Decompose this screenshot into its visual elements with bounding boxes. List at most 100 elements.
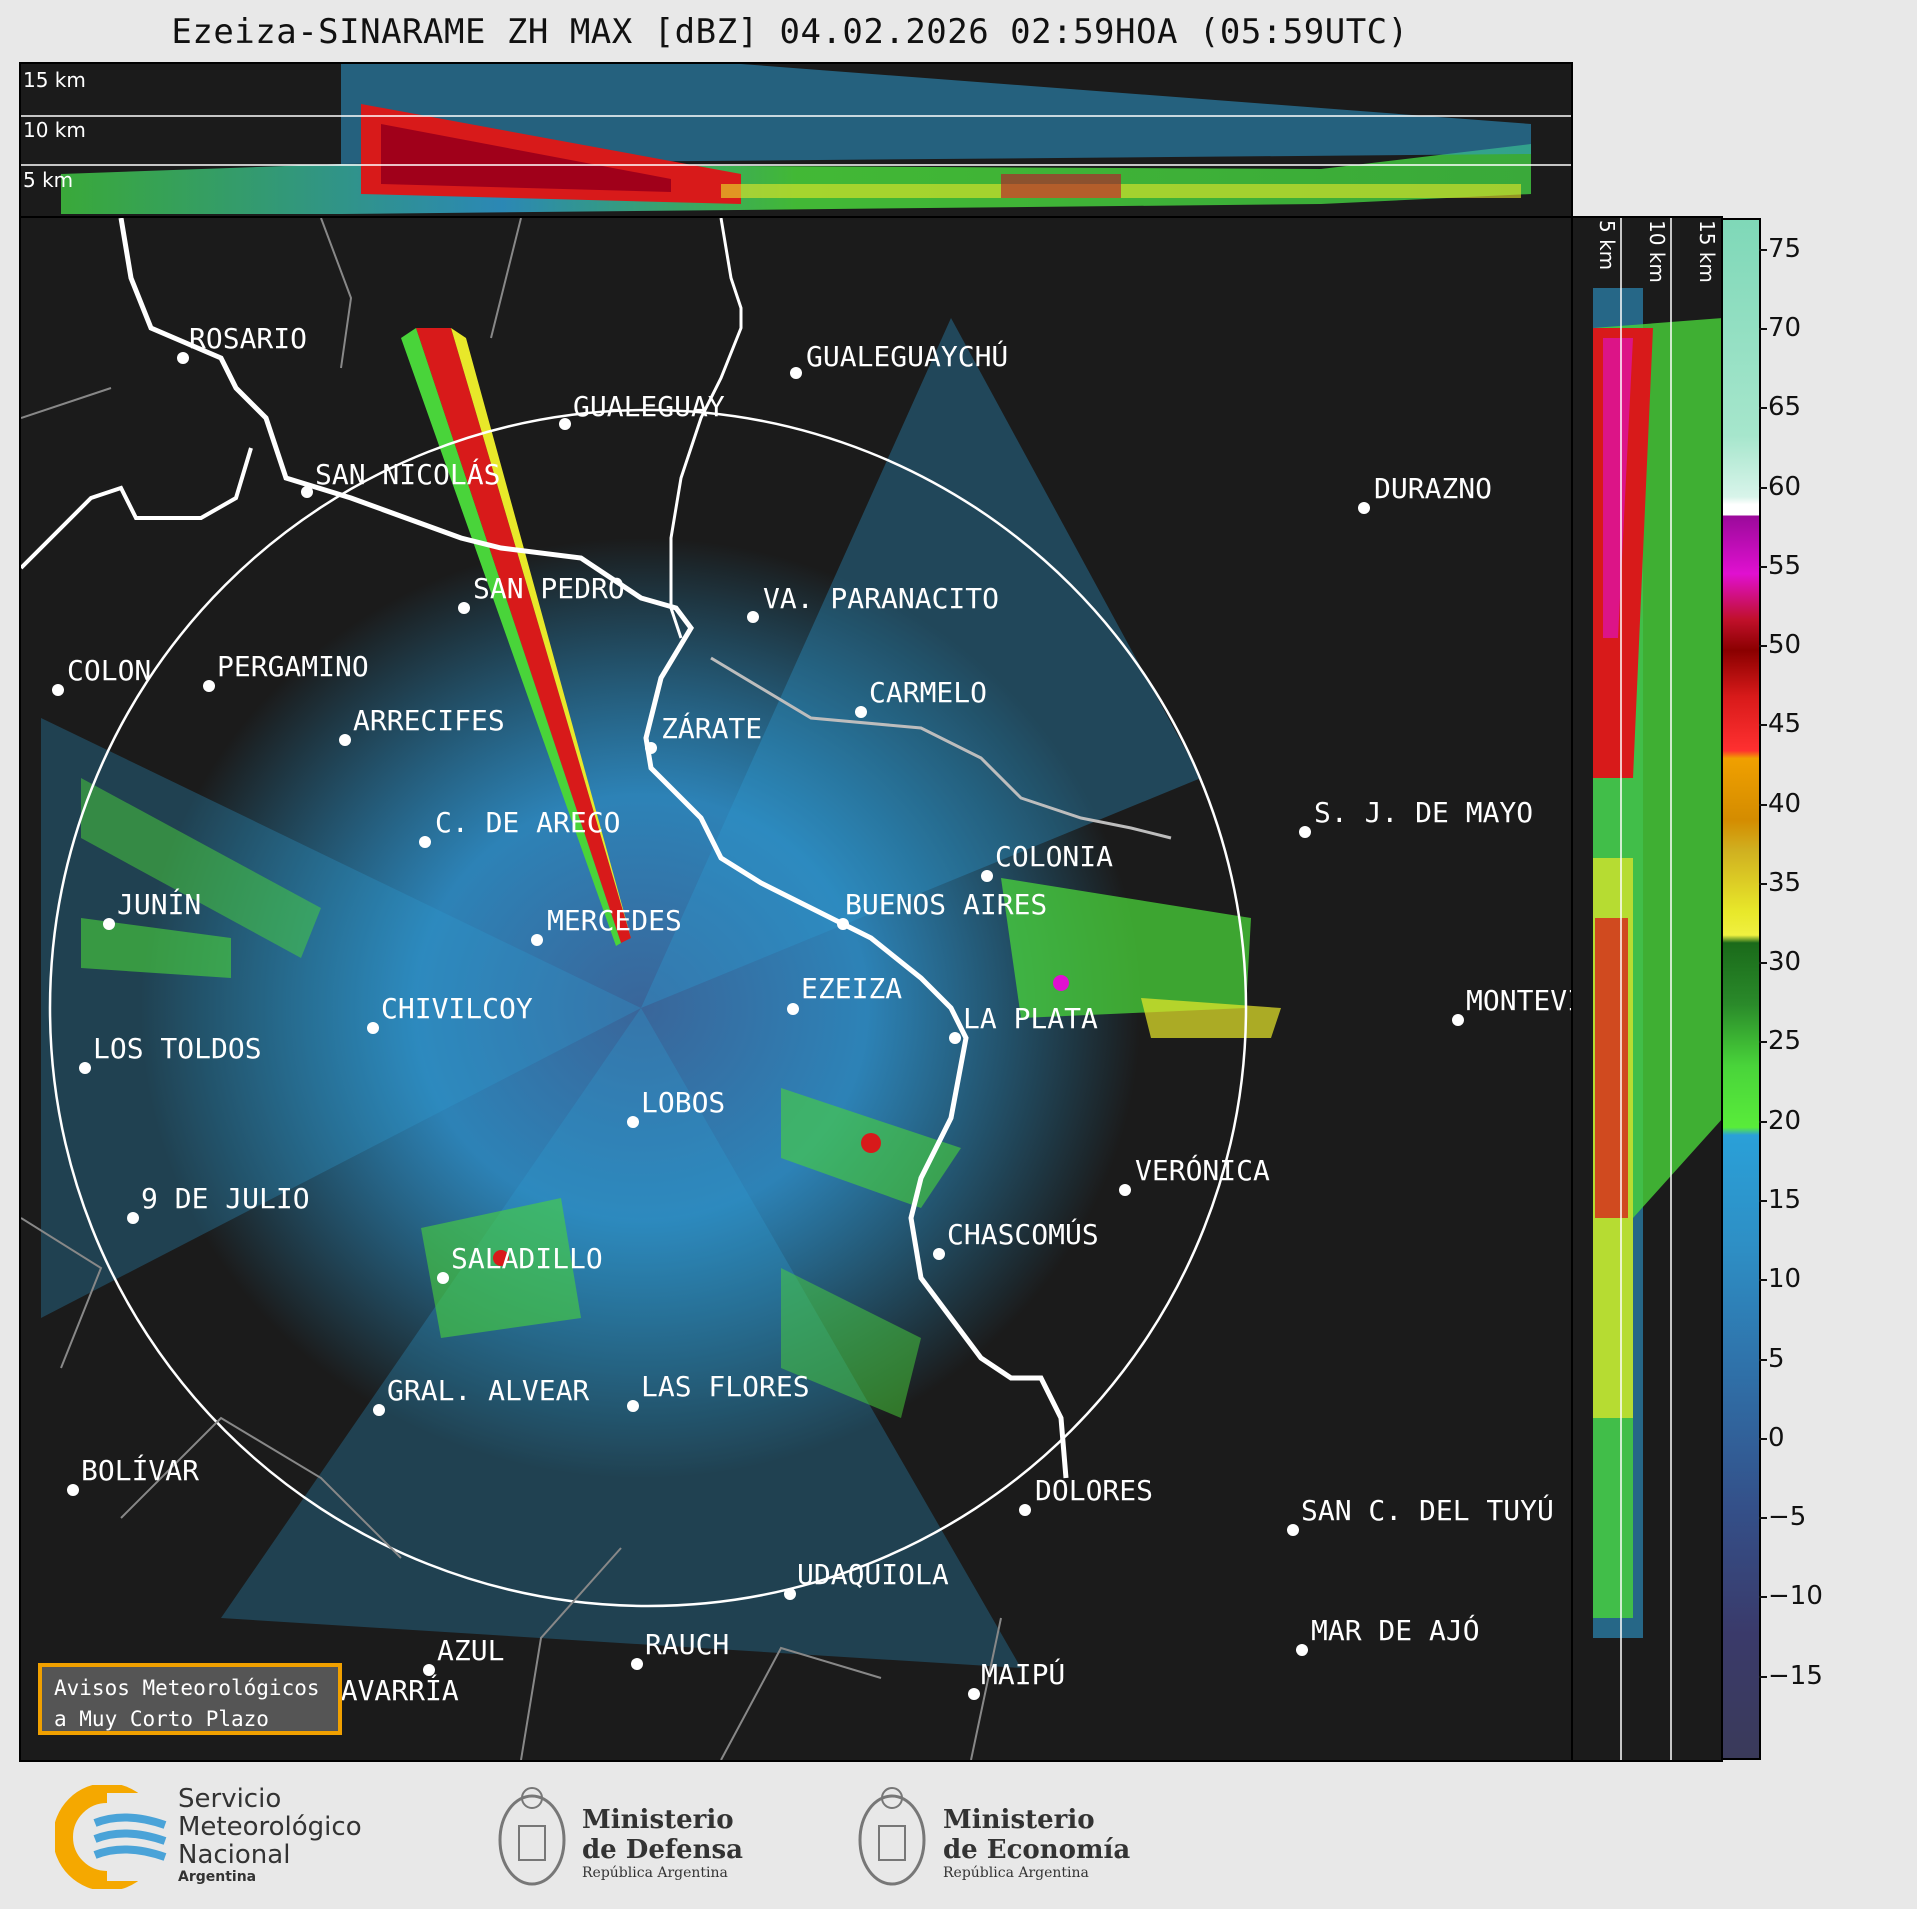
colorbar-tick-label: 50 (1768, 630, 1802, 661)
city-marker (949, 1032, 961, 1044)
city-label-los-toldos: LOS TOLDOS (93, 1032, 262, 1065)
colorbar-tick-label: −15 (1768, 1660, 1823, 1691)
city-label-las-flores: LAS FLORES (641, 1370, 810, 1403)
badge-line-1: Avisos Meteorológicos (54, 1676, 320, 1700)
top-cross-section-graphic (21, 64, 1571, 214)
colorbar-tick-label: −5 (1768, 1502, 1807, 1533)
city-marker (67, 1484, 79, 1496)
city-marker (1296, 1644, 1308, 1656)
city-label-saladillo: SALADILLO (451, 1242, 603, 1275)
city-label-durazno: DURAZNO (1374, 472, 1493, 505)
city-label-colon: COLON (67, 654, 152, 687)
side-height-label: 5 km (1595, 220, 1619, 271)
city-marker (1299, 826, 1311, 838)
city-marker (631, 1658, 643, 1670)
colorbar-tick-mark (1759, 1358, 1767, 1361)
city-marker (373, 1404, 385, 1416)
colorbar-tick-label: 10 (1768, 1264, 1802, 1295)
city-label-chivilcoy: CHIVILCOY (381, 992, 533, 1025)
smn-logo-text: Servicio Meteorológico Nacional Argentin… (178, 1784, 362, 1885)
city-label-san-nicolas: SAN NICOLÁS (315, 458, 501, 491)
city-label-san-c-del-tuyu: SAN C. DEL TUYÚ (1301, 1494, 1554, 1527)
city-label-rauch: RAUCH (645, 1628, 730, 1661)
city-marker (1358, 502, 1370, 514)
city-marker (968, 1688, 980, 1700)
city-marker (1452, 1014, 1464, 1026)
radar-map-graphic (21, 218, 1281, 1760)
colorbar-tick-label: 40 (1768, 788, 1802, 819)
city-marker (981, 870, 993, 882)
city-marker (627, 1400, 639, 1412)
radar-map-panel: ROSARIO GUALEGUAYCHÚ GUALEGUAY SAN NICOL… (19, 216, 1573, 1762)
city-label-veronica: VERÓNICA (1135, 1154, 1270, 1187)
city-label-colonia: COLONIA (995, 840, 1114, 873)
colorbar (1721, 218, 1761, 1760)
colorbar-tick-mark (1759, 1041, 1767, 1044)
city-label-mercedes: MERCEDES (547, 904, 682, 937)
city-marker (339, 734, 351, 746)
city-label-va-paranacito: VA. PARANACITO (763, 582, 1000, 615)
colorbar-tick-mark (1759, 1517, 1767, 1520)
defensa-seal-icon (498, 1787, 566, 1886)
city-label-c-de-areco: C. DE ARECO (435, 806, 621, 839)
city-marker (367, 1022, 379, 1034)
city-marker (203, 680, 215, 692)
city-marker (52, 684, 64, 696)
city-label-carmelo: CARMELO (869, 676, 988, 709)
city-marker (419, 836, 431, 848)
city-marker (177, 352, 189, 364)
city-marker (127, 1212, 139, 1224)
city-marker (645, 742, 657, 754)
colorbar-tick-mark (1759, 803, 1767, 806)
alerts-badge[interactable]: Avisos Meteorológicos a Muy Corto Plazo (38, 1663, 342, 1735)
colorbar-tick-mark (1759, 1120, 1767, 1123)
smn-logo-icon (55, 1785, 175, 1889)
city-marker (437, 1272, 449, 1284)
defensa-logo-text: Ministerio de Defensa República Argentin… (582, 1805, 743, 1881)
colorbar-tick-label: 60 (1768, 471, 1802, 502)
city-label-udaquiola: UDAQUIOLA (797, 1558, 949, 1591)
city-marker (423, 1664, 435, 1676)
colorbar-tick-label: 65 (1768, 392, 1802, 423)
city-label-maipu: MAIPÚ (981, 1658, 1066, 1691)
colorbar-tick-label: 25 (1768, 1026, 1802, 1057)
city-marker (559, 418, 571, 430)
city-marker (1287, 1524, 1299, 1536)
city-marker (787, 1003, 799, 1015)
city-label-buenos-aires: BUENOS AIRES (845, 888, 1048, 921)
colorbar-tick-mark (1759, 882, 1767, 885)
top-cross-section-panel: 15 km 10 km 5 km (19, 62, 1573, 218)
colorbar-tick-mark (1759, 327, 1767, 330)
colorbar-tick-label: 45 (1768, 709, 1802, 740)
side-height-label: 15 km (1695, 220, 1719, 283)
colorbar-tick-mark (1759, 1437, 1767, 1440)
city-label-montevideo: MONTEVIDEO (1466, 984, 1571, 1017)
economia-seal-icon (858, 1787, 926, 1886)
colorbar-tick-mark (1759, 645, 1767, 648)
top-height-label: 10 km (23, 118, 86, 142)
top-height-label: 15 km (23, 68, 86, 92)
colorbar-tick-label: 20 (1768, 1105, 1802, 1136)
badge-line-2: a Muy Corto Plazo (54, 1707, 269, 1731)
top-height-label: 5 km (23, 168, 74, 192)
city-label-dolores: DOLORES (1035, 1474, 1154, 1507)
city-marker (837, 918, 849, 930)
city-label-rosario: ROSARIO (189, 322, 308, 355)
city-label-ezeiza: EZEIZA (801, 972, 903, 1005)
city-label-zarate: ZÁRATE (661, 712, 763, 745)
city-label-mar-de-ajo: MAR DE AJÓ (1311, 1614, 1480, 1647)
colorbar-tick-label: 30 (1768, 947, 1802, 978)
city-marker (103, 918, 115, 930)
colorbar-tick-mark (1759, 724, 1767, 727)
city-marker (784, 1588, 796, 1600)
colorbar-tick-label: 35 (1768, 867, 1802, 898)
colorbar-tick-mark (1759, 1596, 1767, 1599)
city-marker (855, 706, 867, 718)
colorbar-tick-label: 70 (1768, 312, 1802, 343)
colorbar-tick-label: 75 (1768, 233, 1802, 264)
city-marker (458, 602, 470, 614)
city-label-lobos: LOBOS (641, 1086, 726, 1119)
city-label-pergamino: PERGAMINO (217, 650, 369, 683)
city-label-san-pedro: SAN PEDRO (473, 572, 625, 605)
colorbar-tick-label: 0 (1768, 1422, 1785, 1453)
